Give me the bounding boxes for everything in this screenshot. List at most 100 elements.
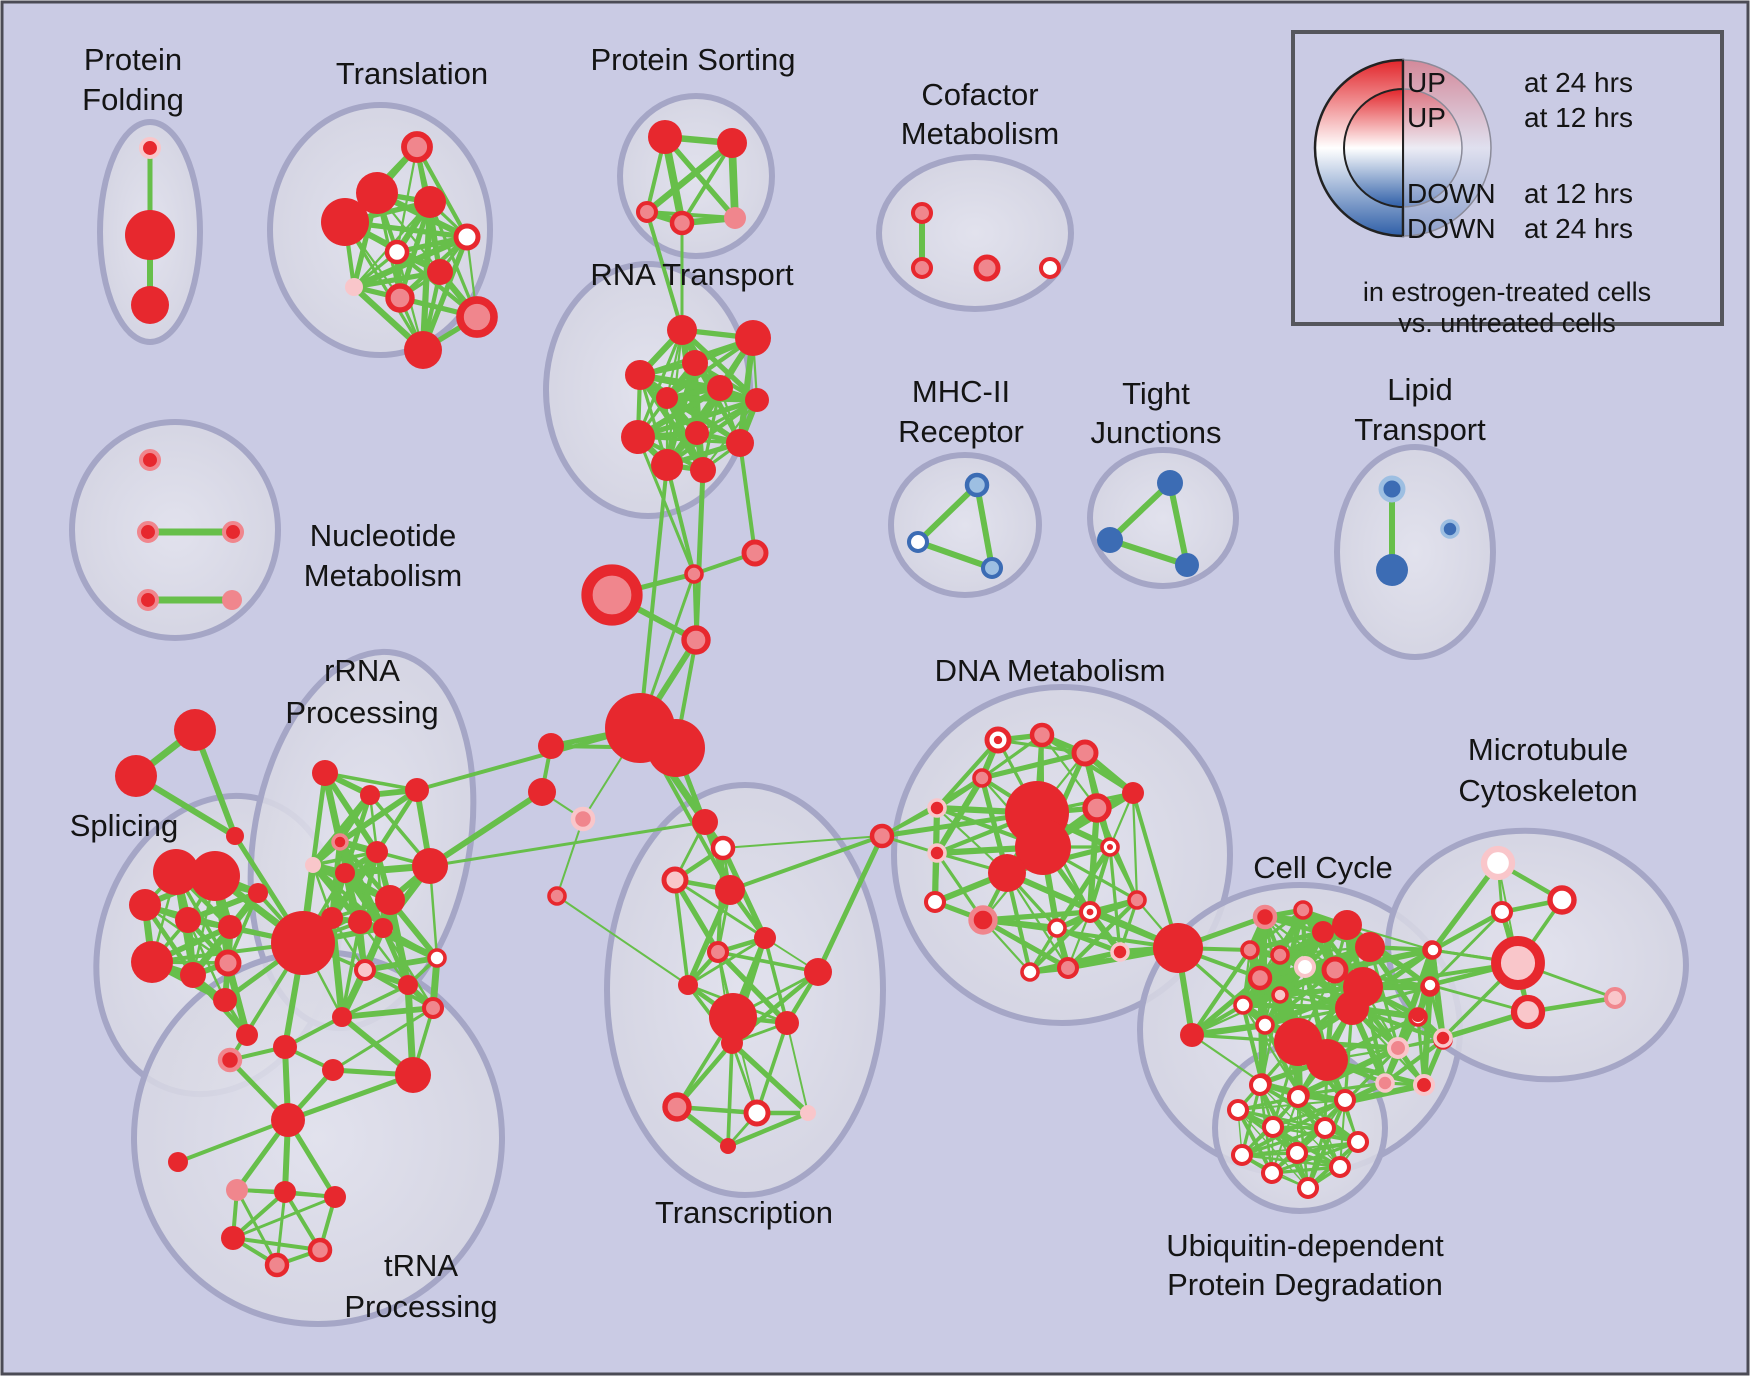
- gene-node[interactable]: [273, 1035, 297, 1059]
- gene-node[interactable]: [1261, 1115, 1285, 1139]
- gene-node[interactable]: [153, 849, 199, 895]
- gene-node[interactable]: [1293, 900, 1313, 920]
- gene-node[interactable]: [168, 1152, 188, 1172]
- gene-node[interactable]: [174, 709, 216, 751]
- gene-node[interactable]: [988, 854, 1026, 892]
- gene-node[interactable]: [1127, 890, 1147, 910]
- gene-node[interactable]: [248, 883, 268, 903]
- gene-node[interactable]: [217, 1047, 243, 1073]
- gene-node[interactable]: [707, 375, 733, 401]
- gene-node[interactable]: [335, 863, 355, 883]
- gene-node[interactable]: [927, 843, 947, 863]
- gene-node[interactable]: [427, 259, 453, 285]
- gene-node[interactable]: [621, 420, 655, 454]
- gene-node[interactable]: [721, 1032, 743, 1054]
- gene-node[interactable]: [1252, 904, 1278, 930]
- gene-node[interactable]: [180, 962, 206, 988]
- gene-node[interactable]: [528, 778, 556, 806]
- gene-node[interactable]: [1240, 940, 1260, 960]
- gene-node[interactable]: [743, 1099, 771, 1127]
- gene-node[interactable]: [745, 388, 769, 412]
- gene-node[interactable]: [305, 857, 321, 873]
- gene-node[interactable]: [401, 131, 433, 163]
- gene-node[interactable]: [669, 210, 695, 236]
- gene-node[interactable]: [226, 1179, 248, 1201]
- gene-node[interactable]: [1226, 1098, 1250, 1122]
- gene-node[interactable]: [661, 866, 689, 894]
- gene-node[interactable]: [667, 315, 697, 345]
- gene-node[interactable]: [129, 889, 161, 921]
- gene-node[interactable]: [715, 875, 745, 905]
- gene-node[interactable]: [456, 296, 498, 338]
- gene-node[interactable]: [131, 286, 169, 324]
- gene-node[interactable]: [331, 833, 349, 851]
- gene-node[interactable]: [741, 539, 769, 567]
- gene-node[interactable]: [175, 907, 201, 933]
- gene-node[interactable]: [1110, 942, 1130, 962]
- gene-node[interactable]: [678, 975, 698, 995]
- gene-node[interactable]: [115, 755, 157, 797]
- gene-node[interactable]: [1233, 995, 1253, 1015]
- gene-node[interactable]: [1247, 965, 1273, 991]
- gene-node[interactable]: [348, 910, 372, 934]
- gene-node[interactable]: [1332, 910, 1362, 940]
- gene-node[interactable]: [322, 1059, 344, 1081]
- gene-node[interactable]: [906, 530, 930, 554]
- gene-node[interactable]: [547, 886, 567, 906]
- gene-node[interactable]: [685, 421, 709, 445]
- gene-node[interactable]: [1056, 956, 1080, 980]
- gene-node[interactable]: [312, 760, 338, 786]
- gene-node[interactable]: [405, 778, 429, 802]
- gene-node[interactable]: [453, 223, 481, 251]
- gene-node[interactable]: [271, 911, 335, 975]
- gene-node[interactable]: [800, 1105, 816, 1121]
- gene-node[interactable]: [221, 520, 245, 544]
- gene-node[interactable]: [1321, 956, 1349, 984]
- gene-node[interactable]: [1230, 1143, 1254, 1167]
- gene-node[interactable]: [973, 254, 1001, 282]
- gene-node[interactable]: [1038, 256, 1062, 280]
- gene-node[interactable]: [1440, 519, 1460, 539]
- gene-node[interactable]: [136, 520, 160, 544]
- gene-node[interactable]: [190, 851, 240, 901]
- gene-node[interactable]: [1412, 1073, 1436, 1097]
- gene-node[interactable]: [684, 564, 704, 584]
- gene-node[interactable]: [1424, 941, 1442, 959]
- gene-node[interactable]: [682, 350, 708, 376]
- gene-node[interactable]: [1491, 936, 1545, 990]
- gene-node[interactable]: [1071, 739, 1099, 767]
- gene-node[interactable]: [910, 201, 934, 225]
- gene-node[interactable]: [690, 457, 716, 483]
- gene-node[interactable]: [360, 785, 380, 805]
- gene-node[interactable]: [775, 1011, 799, 1035]
- gene-node[interactable]: [1306, 1039, 1348, 1081]
- gene-node[interactable]: [706, 940, 730, 964]
- gene-node[interactable]: [353, 958, 377, 982]
- gene-node[interactable]: [307, 1237, 333, 1263]
- gene-node[interactable]: [356, 172, 398, 214]
- gene-node[interactable]: [1378, 475, 1406, 503]
- gene-node[interactable]: [398, 975, 418, 995]
- gene-node[interactable]: [1411, 1008, 1425, 1022]
- gene-node[interactable]: [412, 848, 448, 884]
- gene-node[interactable]: [1335, 991, 1369, 1025]
- gene-node[interactable]: [1312, 921, 1334, 943]
- gene-node[interactable]: [236, 1024, 258, 1046]
- gene-node[interactable]: [1153, 923, 1203, 973]
- gene-node[interactable]: [1375, 1073, 1395, 1093]
- gene-node[interactable]: [1180, 1023, 1204, 1047]
- gene-node[interactable]: [968, 905, 998, 935]
- gene-node[interactable]: [136, 588, 160, 612]
- gene-node[interactable]: [385, 283, 415, 313]
- gene-node[interactable]: [1270, 945, 1290, 965]
- gene-node[interactable]: [635, 200, 659, 224]
- gene-node[interactable]: [1175, 553, 1199, 577]
- gene-node[interactable]: [264, 1252, 290, 1278]
- gene-node[interactable]: [927, 798, 947, 818]
- gene-node[interactable]: [1248, 1073, 1272, 1097]
- gene-node[interactable]: [1271, 986, 1289, 1004]
- gene-node[interactable]: [1255, 1015, 1275, 1035]
- gene-node[interactable]: [1313, 1116, 1337, 1140]
- gene-node[interactable]: [656, 387, 678, 409]
- gene-node[interactable]: [324, 1186, 346, 1208]
